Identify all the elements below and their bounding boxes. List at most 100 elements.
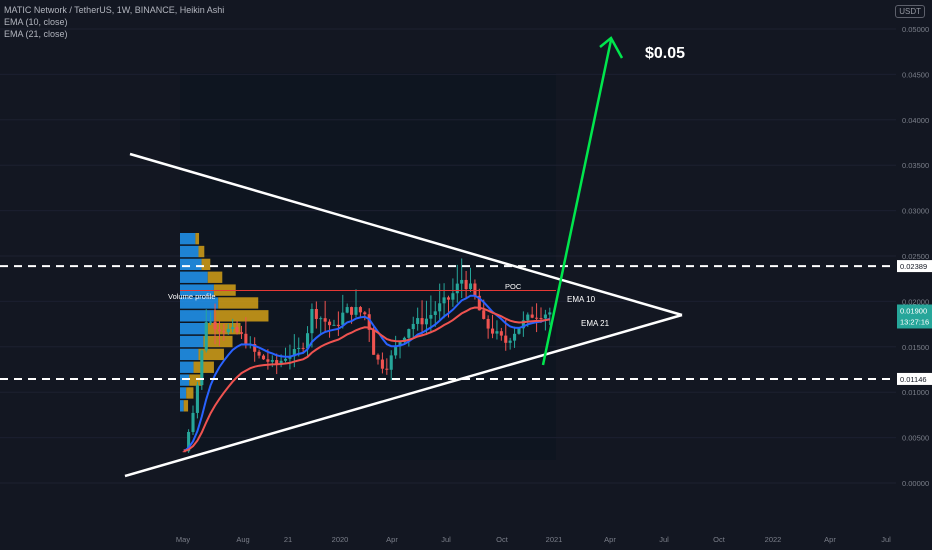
candle-body (517, 328, 521, 334)
y-tick-label: 0.01500 (902, 343, 929, 352)
volume-profile-up-bar (180, 258, 202, 271)
candle-body (191, 412, 195, 432)
target-arrow-head[interactable] (599, 36, 624, 59)
x-tick-label: Jul (881, 535, 891, 544)
candle-body (376, 354, 380, 360)
candle-body (416, 318, 420, 324)
drawings-layer[interactable] (0, 36, 896, 478)
candle-body (455, 283, 459, 294)
level-price-tag (897, 372, 932, 385)
candle-body (367, 314, 371, 330)
volume-profile-down-bar (203, 335, 233, 348)
target-arrow-shaft[interactable] (541, 39, 613, 366)
x-tick-label: Apr (386, 535, 398, 544)
x-tick-label: 2022 (765, 535, 782, 544)
candle-body (231, 327, 235, 329)
volume-profile-up-bar (180, 323, 208, 335)
axes-layer[interactable]: 0.00000 0.00500 0.01000 0.01500 0.02000 0.025… (176, 25, 932, 544)
target-price-label: $0.05 (645, 45, 685, 62)
candle-body (468, 283, 473, 290)
candle-body (495, 331, 499, 334)
ema-layer (183, 294, 551, 453)
y-tick-label: 0.00500 (902, 434, 929, 443)
x-tick-label: 2021 (546, 535, 563, 544)
ema10-line (183, 294, 551, 452)
candle-body (442, 297, 446, 304)
candles-layer (182, 258, 552, 453)
candle-body (504, 335, 508, 343)
candle-body (372, 329, 376, 355)
candle-body (438, 303, 442, 312)
countdown-label: 13:27:16 (900, 317, 929, 326)
ema21-legend[interactable]: EMA (21, close) (4, 29, 68, 39)
y-tick-label: 0.03000 (902, 207, 929, 216)
volume-profile-up-bar (180, 271, 208, 283)
x-tick-label: Jul (441, 535, 451, 544)
candle-body (477, 295, 481, 311)
candle-body (323, 318, 327, 322)
volume-profile-down-bar (207, 271, 223, 283)
current-price-label: 0.01900 (900, 306, 927, 315)
candle-body (314, 308, 318, 319)
candle-body (451, 293, 455, 300)
candle-body (217, 329, 221, 332)
y-tick-label: 0.02500 (902, 252, 929, 261)
candle-body (521, 320, 525, 329)
current-price-tag (897, 304, 932, 329)
candle-body (499, 331, 503, 336)
candle-body (358, 307, 362, 313)
y-tick-label: 0.04500 (902, 70, 929, 79)
upper-trendline[interactable] (129, 152, 683, 317)
candle-body (389, 355, 393, 370)
candle-body (424, 318, 429, 325)
candle-body (332, 324, 336, 326)
candle-body (292, 349, 296, 357)
volume-profile-down-bar (201, 258, 211, 271)
candle-body (526, 314, 530, 321)
lower-trendline[interactable] (124, 313, 683, 478)
volume-profile-up-bar (180, 245, 199, 258)
ema10-legend[interactable]: EMA (10, close) (4, 17, 68, 27)
candle-body (209, 321, 213, 323)
candle-body (200, 350, 204, 386)
candle-body (398, 342, 402, 347)
candle-body (394, 346, 398, 356)
volume-profile-up-bar (180, 310, 214, 322)
ema21-annotation: EMA 21 (581, 319, 610, 328)
x-tick-label: Oct (496, 535, 509, 544)
candle-body (187, 431, 191, 452)
candle-body (508, 340, 512, 343)
candle-body (235, 327, 239, 333)
candle-body (420, 318, 424, 325)
currency-badge[interactable]: USDT (895, 5, 925, 18)
candle-body (539, 318, 543, 320)
candle-body (213, 321, 217, 330)
candle-body (239, 332, 244, 334)
candle-body (363, 312, 367, 315)
ema10-annotation: EMA 10 (567, 295, 596, 304)
x-tick-label: Apr (824, 535, 836, 544)
candle-body (464, 279, 468, 290)
volume-profile-up-bar (180, 374, 190, 386)
candle-body (297, 347, 301, 350)
candle-body (204, 322, 208, 351)
volume-profile-down-bar (183, 400, 189, 412)
volume-profile-up-bar (180, 233, 196, 245)
candle-body (341, 312, 345, 325)
candle-body (473, 283, 477, 296)
candle-body (407, 329, 411, 338)
level-price-tag (897, 260, 932, 273)
volume-profile-down-bar (213, 310, 269, 322)
candle-body (244, 333, 248, 346)
candle-body (328, 321, 332, 326)
candle-body (195, 385, 199, 413)
symbol-line[interactable]: MATIC Network / TetherUS, 1W, BINANCE, H… (4, 5, 225, 15)
y-tick-label: 0.01000 (902, 388, 929, 397)
candle-body (182, 451, 186, 453)
candle-body (350, 307, 354, 315)
candle-body (266, 359, 270, 362)
candle-body (301, 347, 305, 349)
y-tick-label: 0.00000 (902, 479, 929, 488)
volume-profile-up-bar (180, 400, 184, 412)
